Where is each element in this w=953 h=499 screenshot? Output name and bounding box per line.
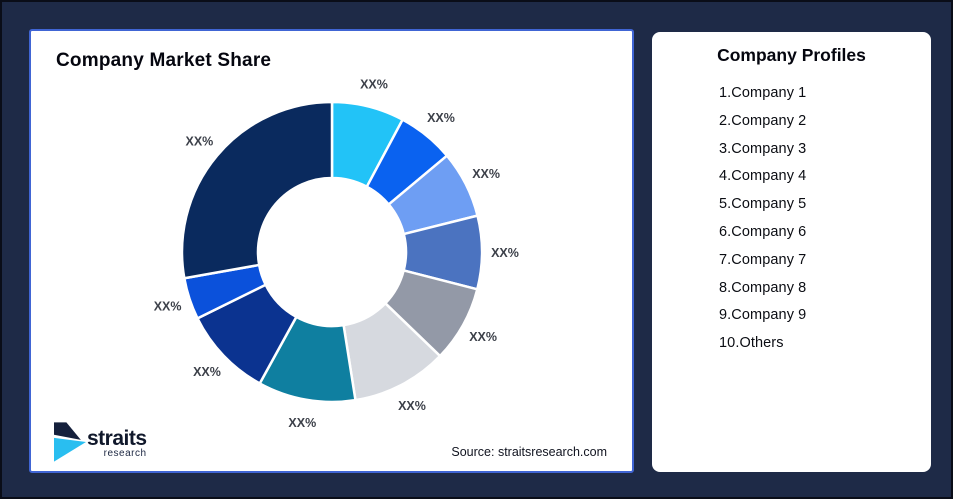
segment-label: XX% — [398, 399, 426, 413]
segment-label: XX% — [469, 330, 497, 344]
profile-item: 8.Company 8 — [719, 279, 807, 296]
profiles-list: 1.Company 1 2.Company 2 3.Company 3 4.Compa… — [652, 80, 931, 358]
straits-logo-icon — [54, 422, 86, 462]
profile-item: 3.Company 3 — [719, 140, 807, 157]
segment-label: XX% — [472, 167, 500, 181]
profile-item: 7.Company 7 — [719, 251, 807, 268]
logo-subtitle: research — [103, 448, 147, 459]
segment-label: XX% — [427, 111, 455, 125]
straits-research-logo: straits research — [54, 422, 147, 462]
market-share-card: Company Market Share XX% XX% XX% XX% XX% XX% X… — [29, 29, 634, 473]
profile-item: 10.Others — [719, 335, 784, 352]
source-note: Source: straitsresearch.com — [451, 445, 607, 459]
profile-item: 9.Company 9 — [719, 307, 807, 324]
company-profiles-card: Company Profiles 1.Company 1 2.Company 2 3… — [652, 32, 931, 472]
profile-item: 2.Company 2 — [719, 112, 807, 129]
profile-item: 1.Company 1 — [719, 85, 807, 101]
profile-item: 5.Company 5 — [719, 196, 807, 213]
donut-segment — [180, 100, 334, 280]
profiles-title: Company Profiles — [717, 45, 866, 65]
logo-text: straits research — [87, 427, 147, 459]
profile-item: 4.Company 4 — [719, 168, 807, 185]
logo-name: straits — [87, 427, 147, 450]
segment-label: XX% — [154, 300, 182, 314]
donut-chart: XX% XX% XX% XX% XX% XX% XX% XX% XX% XX% — [154, 78, 519, 430]
segment-label: XX% — [193, 365, 221, 379]
segment-label: XX% — [491, 246, 519, 260]
segment-label: XX% — [360, 78, 388, 92]
segment-label: XX% — [288, 416, 316, 430]
segment-label: XX% — [186, 134, 214, 148]
chart-title: Company Market Share — [56, 50, 272, 71]
profile-item: 6.Company 6 — [719, 223, 807, 240]
